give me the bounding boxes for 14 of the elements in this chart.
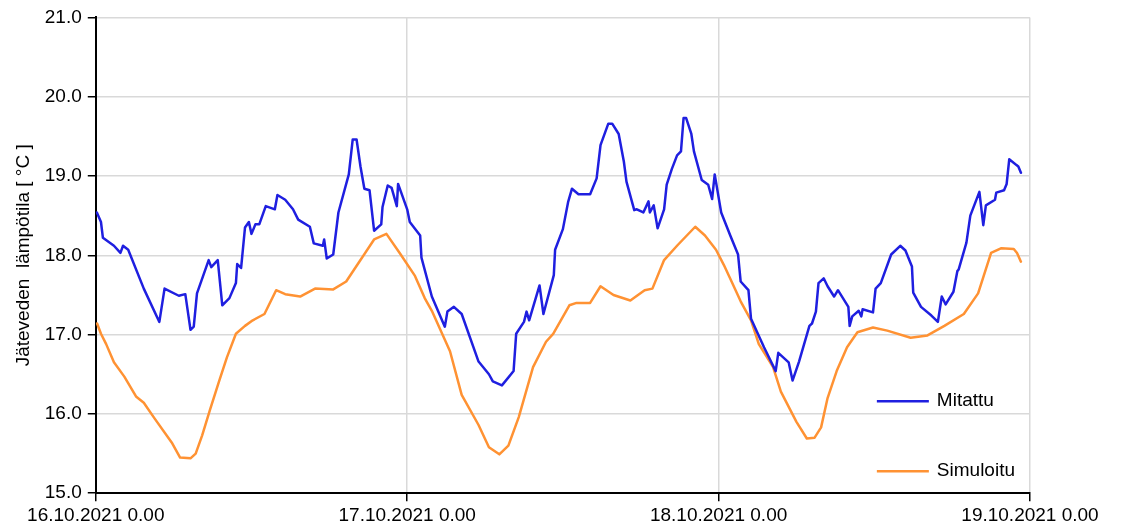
x-tick-label: 16.10.2021 0.00 xyxy=(27,503,165,525)
y-tick-label: 20.0 xyxy=(44,84,82,106)
y-tick-label: 19.0 xyxy=(44,164,82,186)
x-tick-label: 19.10.2021 0.00 xyxy=(961,503,1099,525)
y-tick-label: 17.0 xyxy=(44,322,82,344)
y-tick-label: 15.0 xyxy=(44,481,82,503)
y-tick-label: 18.0 xyxy=(44,243,82,265)
legend-label: Simuloitu xyxy=(936,459,1016,481)
y-tick-label: 16.0 xyxy=(44,402,82,424)
y-tick-label: 21.0 xyxy=(44,5,82,27)
x-tick-label: 17.10.2021 0.00 xyxy=(338,503,476,525)
legend-label: Mitattu xyxy=(936,389,994,411)
y-axis-title: Jäteveden lämpötila [ °C ] xyxy=(11,144,33,367)
x-tick-label: 18.10.2021 0.00 xyxy=(649,503,788,525)
